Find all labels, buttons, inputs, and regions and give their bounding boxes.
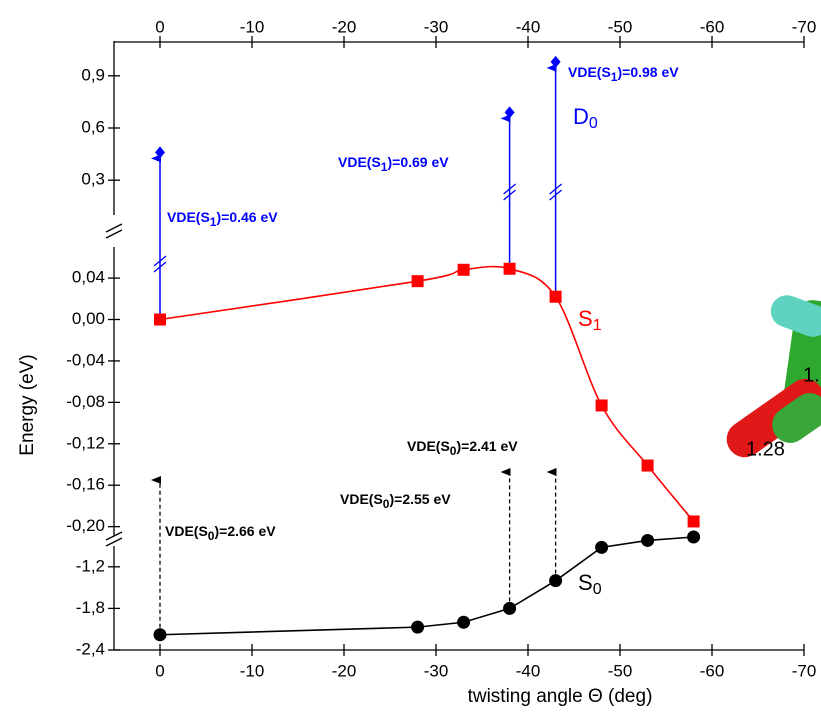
x2-tick-label: -10 xyxy=(240,17,265,36)
molecule-label: 1.28 xyxy=(746,438,785,460)
y-tick-label: -0,16 xyxy=(66,475,105,494)
y-tick-label: -0,12 xyxy=(66,433,105,452)
annotation: VDE(S0)=2.55 eV xyxy=(340,491,451,511)
y-tick-label: 0,04 xyxy=(72,268,105,287)
annotation: VDE(S xyxy=(407,438,450,454)
marker xyxy=(503,602,516,615)
marker xyxy=(549,574,562,587)
x-tick-label: 0 xyxy=(155,661,164,680)
annotation: VDE(S1)=0.98 eV xyxy=(568,64,679,84)
x2-tick-label: -70 xyxy=(792,17,817,36)
y-tick-label: 0,3 xyxy=(81,170,105,189)
y-tick-label: -1,2 xyxy=(76,556,105,575)
marker xyxy=(595,541,608,554)
series-label: 0 xyxy=(589,115,598,132)
x-tick-label: -30 xyxy=(424,661,449,680)
x2-tick-label: -60 xyxy=(700,17,725,36)
y-tick-label: -0,04 xyxy=(66,350,105,369)
x-tick-label: -70 xyxy=(792,661,817,680)
marker xyxy=(687,530,700,543)
y-tick-label: 0,00 xyxy=(72,309,105,328)
series-label: S xyxy=(578,570,593,595)
series-label: 1 xyxy=(593,317,602,334)
marker xyxy=(155,146,165,158)
chart: 1. 1.28 twisting angle Θ (deg) Energy (e… xyxy=(0,0,821,718)
marker xyxy=(505,106,515,118)
marker xyxy=(642,460,654,472)
annotation: )=2.55 eV xyxy=(389,491,451,507)
series-label: S0 xyxy=(578,570,602,598)
x2-tick-label: 0 xyxy=(155,17,164,36)
y-tick-label: -1,8 xyxy=(76,598,105,617)
marker xyxy=(458,264,470,276)
marker xyxy=(154,314,166,326)
annotation: VDE(S1)=0.46 eV xyxy=(167,209,278,229)
series-line xyxy=(160,267,694,522)
marker xyxy=(504,263,516,275)
x-axis-title: twisting angle Θ (deg) xyxy=(468,686,653,707)
annotation: )=0.69 eV xyxy=(387,154,449,170)
marker xyxy=(641,534,654,547)
y-tick-label: -0,08 xyxy=(66,392,105,411)
series-label: 0 xyxy=(593,581,602,598)
annotation: VDE(S xyxy=(165,523,208,539)
molecule-label: 1. xyxy=(803,364,820,386)
annotation: VDE(S xyxy=(340,491,383,507)
series-label: D0 xyxy=(573,104,598,132)
molecule: 1. 1.28 xyxy=(720,291,821,465)
annotation: )=0.98 eV xyxy=(617,64,679,80)
x-tick-label: -20 xyxy=(332,661,357,680)
y-tick-label: 0,6 xyxy=(81,117,105,136)
axis-break xyxy=(106,536,122,544)
x2-tick-label: -40 xyxy=(516,17,541,36)
annotation: VDE(S0)=2.41 eV xyxy=(407,438,518,458)
annotation: VDE(S1)=0.69 eV xyxy=(338,154,449,174)
y-tick-label: -2,4 xyxy=(76,639,105,658)
marker xyxy=(551,56,561,68)
annotation: VDE(S xyxy=(568,64,611,80)
series-label: D xyxy=(573,104,589,129)
series-label: S xyxy=(578,306,593,331)
marker xyxy=(457,616,470,629)
x-tick-label: -50 xyxy=(608,661,633,680)
series-line xyxy=(160,537,694,635)
marker xyxy=(154,628,167,641)
annotation: VDE(S0)=2.66 eV xyxy=(165,523,276,543)
x2-tick-label: -20 xyxy=(332,17,357,36)
marker xyxy=(596,399,608,411)
annotation: )=0.46 eV xyxy=(216,209,278,225)
series-label: S1 xyxy=(578,306,602,334)
axis-break xyxy=(106,228,122,236)
annotation: VDE(S xyxy=(338,154,381,170)
x2-tick-label: -30 xyxy=(424,17,449,36)
annotation: VDE(S xyxy=(167,209,210,225)
annotation: )=2.41 eV xyxy=(456,438,518,454)
x-tick-label: -40 xyxy=(516,661,541,680)
x-tick-label: -10 xyxy=(240,661,265,680)
marker xyxy=(688,515,700,527)
y-axis-title: Energy (eV) xyxy=(17,354,38,455)
y-tick-label: -0,20 xyxy=(66,516,105,535)
marker xyxy=(412,275,424,287)
y-tick-label: 0,9 xyxy=(81,65,105,84)
marker xyxy=(550,291,562,303)
x-tick-label: -60 xyxy=(700,661,725,680)
annotation: )=2.66 eV xyxy=(214,523,276,539)
marker xyxy=(411,621,424,634)
x2-tick-label: -50 xyxy=(608,17,633,36)
